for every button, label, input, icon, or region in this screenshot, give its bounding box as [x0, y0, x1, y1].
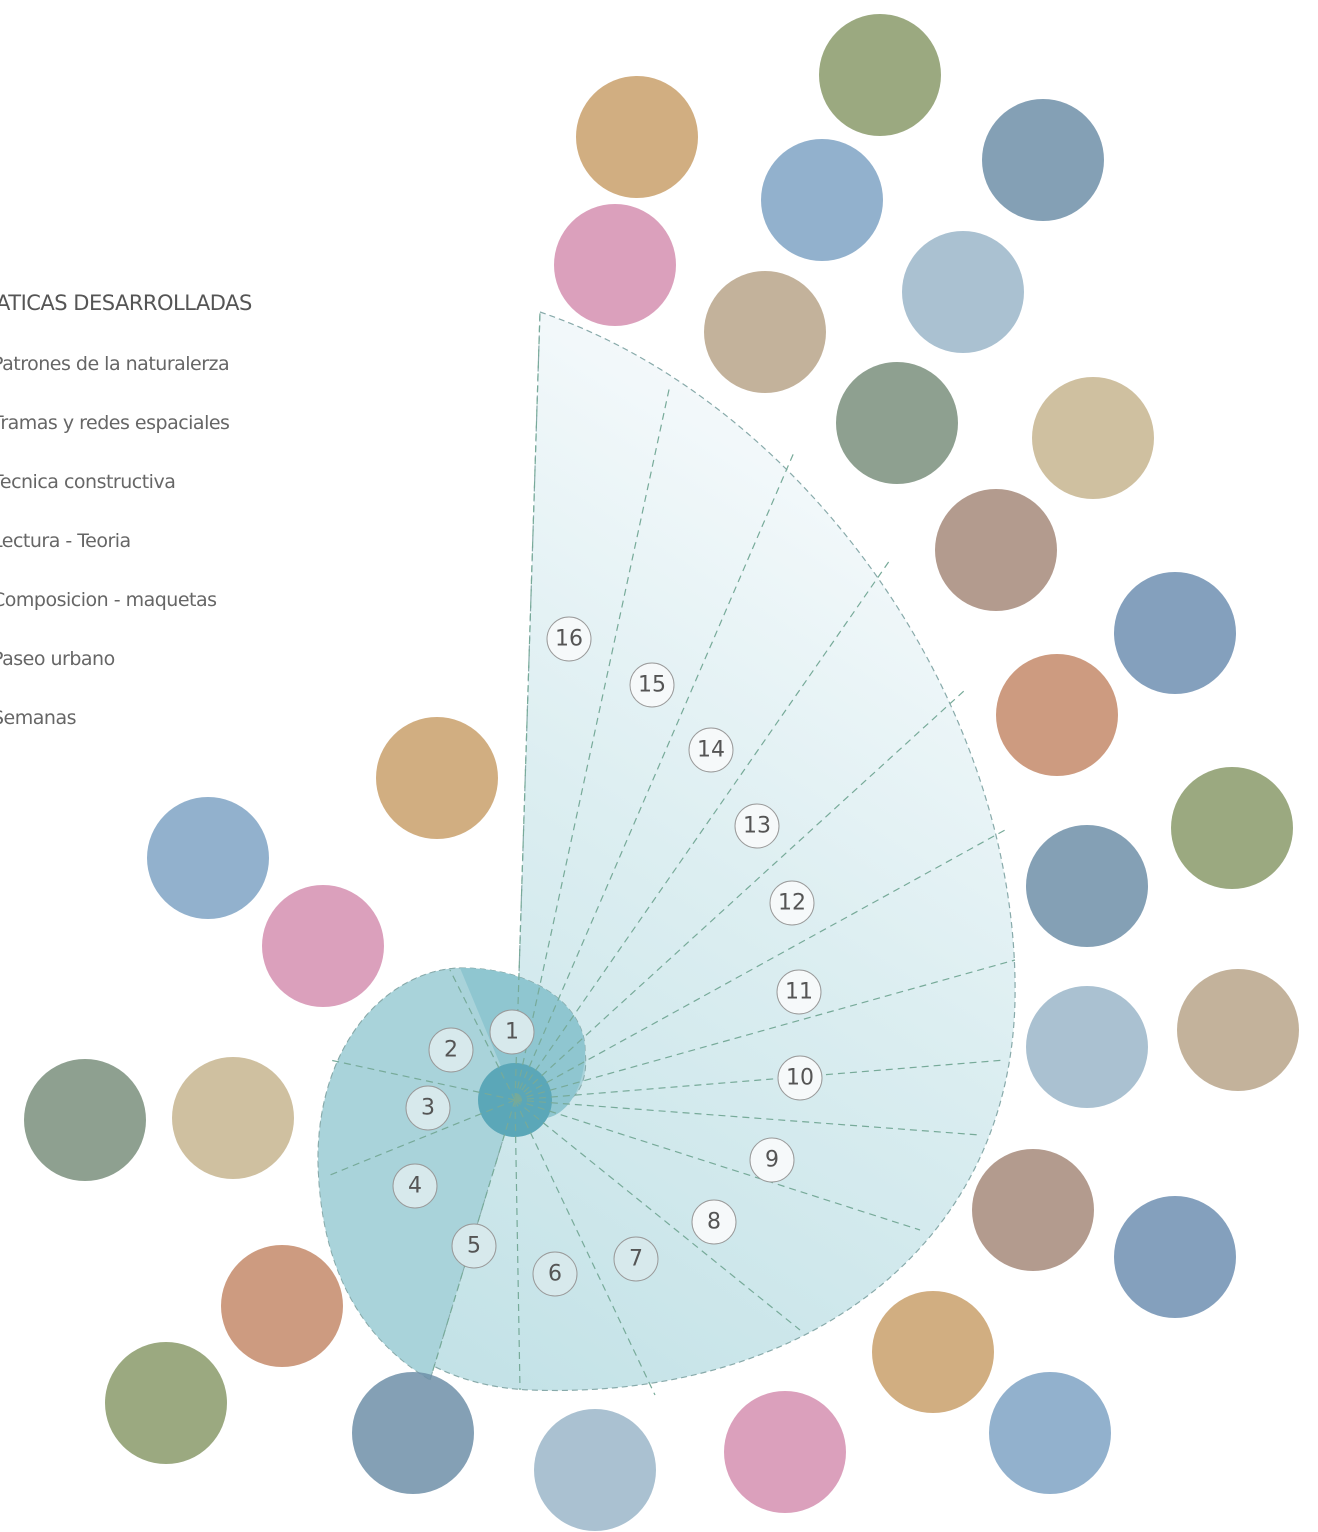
- photo: [147, 797, 269, 919]
- week-number: 3: [421, 1096, 435, 1121]
- legend-item: Tecnica constructiva: [0, 471, 175, 493]
- week-number: 10: [786, 1066, 814, 1091]
- legend-item: Patrones de la naturalerza: [0, 353, 229, 375]
- week-number: 14: [697, 738, 725, 763]
- photo: [172, 1057, 294, 1179]
- week-number: 16: [555, 627, 583, 652]
- photo: [1026, 825, 1148, 947]
- photo: [1032, 377, 1154, 499]
- week-number: 13: [743, 814, 771, 839]
- photo: [989, 1372, 1111, 1494]
- photo: [724, 1391, 846, 1513]
- photo: [761, 139, 883, 261]
- legend-title: ATICAS DESARROLLADAS: [0, 291, 252, 315]
- week-number: 7: [629, 1247, 643, 1272]
- photo: [576, 76, 698, 198]
- photo: [704, 271, 826, 393]
- photo: [996, 654, 1118, 776]
- photo: [1026, 986, 1148, 1108]
- photo: [221, 1245, 343, 1367]
- week-number: 4: [408, 1174, 422, 1199]
- photo: [1114, 572, 1236, 694]
- week-number: 2: [444, 1038, 458, 1063]
- week-number: 9: [765, 1148, 779, 1173]
- legend-item: Lectura - Teoria: [0, 530, 131, 552]
- photo: [972, 1149, 1094, 1271]
- photo: [1177, 969, 1299, 1091]
- week-number: 8: [707, 1210, 721, 1235]
- week-number: 1: [505, 1020, 519, 1045]
- photo: [376, 717, 498, 839]
- photo: [105, 1342, 227, 1464]
- legend-item: Tramas y redes espaciales: [0, 412, 229, 434]
- photo: [1114, 1196, 1236, 1318]
- legend-item: Semanas: [0, 707, 76, 729]
- week-number: 15: [638, 673, 666, 698]
- photo: [1171, 767, 1293, 889]
- photo: [534, 1409, 656, 1531]
- photo: [24, 1059, 146, 1181]
- diagram: ATICAS DESARROLLADAS Patrones de la natur…: [0, 0, 1318, 1532]
- week-number: 6: [548, 1262, 562, 1287]
- week-number: 12: [778, 891, 806, 916]
- photo: [836, 362, 958, 484]
- photo: [902, 231, 1024, 353]
- photo: [819, 14, 941, 136]
- photo: [982, 99, 1104, 221]
- photo: [935, 489, 1057, 611]
- week-number: 5: [467, 1234, 481, 1259]
- photo: [262, 885, 384, 1007]
- photo: [352, 1372, 474, 1494]
- legend-item: Paseo urbano: [0, 648, 115, 670]
- week-number: 11: [785, 980, 813, 1005]
- photo: [872, 1291, 994, 1413]
- photo: [554, 204, 676, 326]
- legend-item: Composicion - maquetas: [0, 589, 217, 611]
